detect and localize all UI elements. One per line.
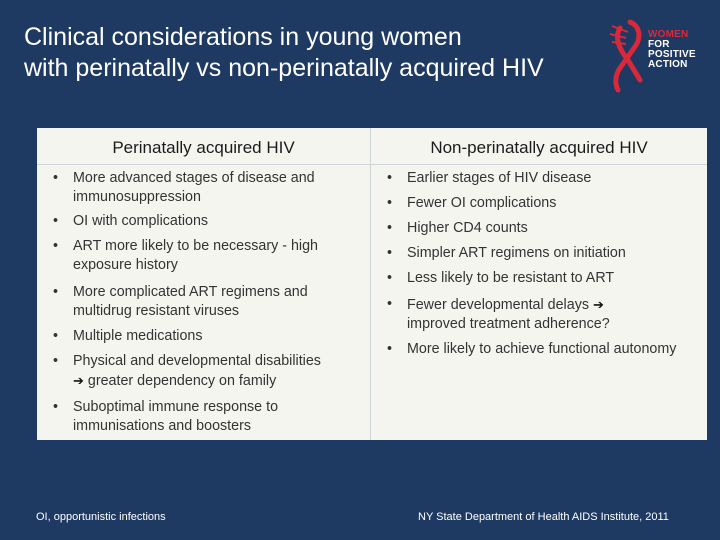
comparison-table: Perinatally acquired HIV More advanced s… [37,128,707,440]
list-item-text: Physical and developmental disabilities [73,353,321,369]
logo-text: WOMEN FOR POSITIVE ACTION [648,30,696,70]
non-perinatal-column: Non-perinatally acquired HIV Earlier sta… [371,128,707,440]
footnote: OI, opportunistic infections [36,511,166,523]
non-perinatal-list: Earlier stages of HIV disease Fewer OI c… [371,169,707,380]
logo: WOMEN FOR POSITIVE ACTION [606,18,716,98]
list-item: Multiple medications [37,327,370,347]
list-item: More complicated ART regimens and multid… [37,283,370,323]
arrow-right-icon: ➔ [592,297,604,312]
list-item: Physical and developmental disabilities … [37,352,370,392]
list-item: Fewer developmental delays ➔ improved tr… [371,295,707,335]
non-perinatal-heading: Non-perinatally acquired HIV [371,128,707,165]
perinatal-column: Perinatally acquired HIV More advanced s… [37,128,371,440]
list-item: OI with complications [37,212,370,232]
list-item: Fewer OI complications [371,194,707,214]
red-ribbon-icon [609,19,643,93]
list-item: Less likely to be resistant to ART [371,269,707,289]
list-item-text: improved treatment adherence? [407,316,610,332]
arrow-right-icon: ➔ [73,373,84,388]
perinatal-heading: Perinatally acquired HIV [37,128,370,165]
list-item: ART more likely to be necessary - high e… [37,237,370,277]
list-item: More likely to achieve functional autono… [371,340,707,380]
logo-word-3: POSITIVE [648,49,696,60]
logo-word-2: FOR [648,39,670,50]
slide-title: Clinical considerations in young women w… [24,22,604,84]
list-item: Simpler ART regimens on initiation [371,244,707,264]
logo-word-1: WOMEN [648,29,689,40]
list-item-text: Fewer developmental delays [407,297,589,313]
list-item: Earlier stages of HIV disease [371,169,707,189]
list-item: Suboptimal immune response to immunisati… [37,398,370,438]
list-item: Higher CD4 counts [371,219,707,239]
logo-word-4: ACTION [648,59,688,70]
perinatal-list: More advanced stages of disease and immu… [37,169,370,438]
source-citation: NY State Department of Health AIDS Insti… [418,511,669,523]
title-line-2: with perinatally vs non-perinatally acqu… [24,54,544,82]
title-line-1: Clinical considerations in young women [24,23,462,51]
list-item: More advanced stages of disease and immu… [37,169,370,209]
list-item-text: greater dependency on family [87,373,277,389]
